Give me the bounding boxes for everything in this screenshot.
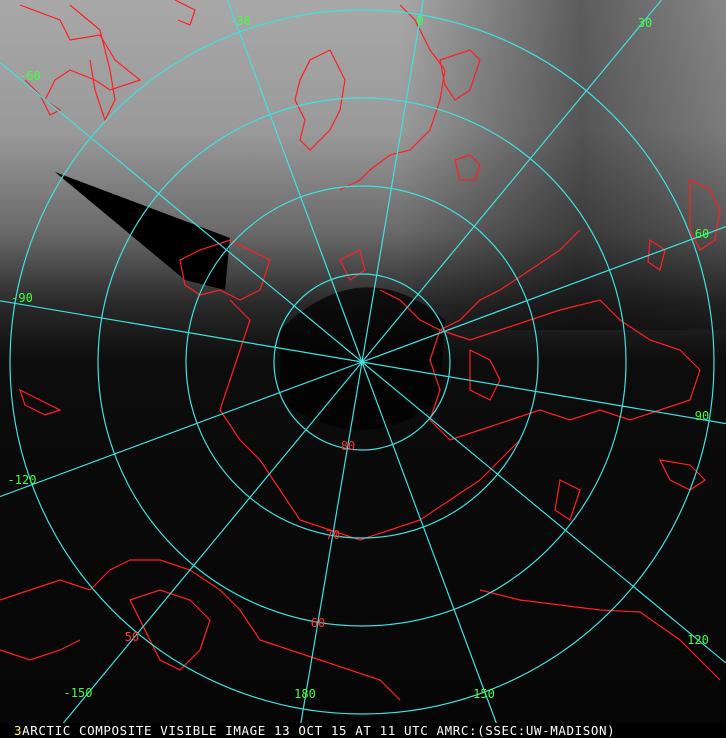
longitude-label-150: 150 <box>473 687 495 701</box>
dark-ocean-region <box>0 0 726 330</box>
longitude-label-180: 180 <box>294 687 316 701</box>
meridian--120 <box>0 361 363 498</box>
meridian-60 <box>361 226 726 363</box>
longitude-label-60: 60 <box>695 227 709 241</box>
longitude-label--60: -60 <box>19 69 41 83</box>
meridian-150 <box>361 361 497 723</box>
meridian--90 <box>0 300 363 363</box>
graticule-labels: 80 70 60 50 -60 -30 0 30 60 90 120 150 180 -150 -120 -9… <box>8 14 710 701</box>
meridian-90 <box>361 361 726 425</box>
longitude-label--150: -150 <box>64 686 93 700</box>
meridian-0 <box>361 0 424 363</box>
latitude-circle-50 <box>9 9 715 715</box>
latitude-circle-70 <box>185 185 539 539</box>
coastlines <box>0 0 721 701</box>
longitude-label-30: 30 <box>638 16 652 30</box>
meridian-180 <box>300 361 363 723</box>
meridian--150 <box>62 361 363 723</box>
missing-data-wedge <box>55 172 230 290</box>
latitude-label-80: 80 <box>341 439 355 453</box>
longitude-label--30: -30 <box>229 14 251 28</box>
meridian-120 <box>361 361 726 664</box>
meridian-30 <box>361 0 662 363</box>
graticule <box>0 0 726 723</box>
arctic-composite-image: 80 70 60 50 -60 -30 0 30 60 90 120 150 180 -150 -120 -9… <box>0 0 726 723</box>
longitude-label-0: 0 <box>416 14 423 28</box>
frame-number: 3 <box>14 723 23 738</box>
longitude-label-120: 120 <box>687 633 709 647</box>
longitude-label-90: 90 <box>695 409 709 423</box>
latitude-circle-60 <box>97 97 627 627</box>
latitude-label-60: 60 <box>311 616 325 630</box>
latitude-label-50: 50 <box>125 630 139 644</box>
meridian--30 <box>226 0 363 363</box>
longitude-label--90: -90 <box>11 291 33 305</box>
longitude-label--120: -120 <box>8 473 37 487</box>
meridian--60 <box>0 62 363 363</box>
caption-text: ARCTIC COMPOSITE VISIBLE IMAGE 13 OCT 15… <box>22 723 616 738</box>
latitude-label-70: 70 <box>326 528 340 542</box>
latitude-circle-80 <box>273 273 451 451</box>
image-caption: 3ARCTIC COMPOSITE VISIBLE IMAGE 13 OCT 1… <box>0 723 726 738</box>
